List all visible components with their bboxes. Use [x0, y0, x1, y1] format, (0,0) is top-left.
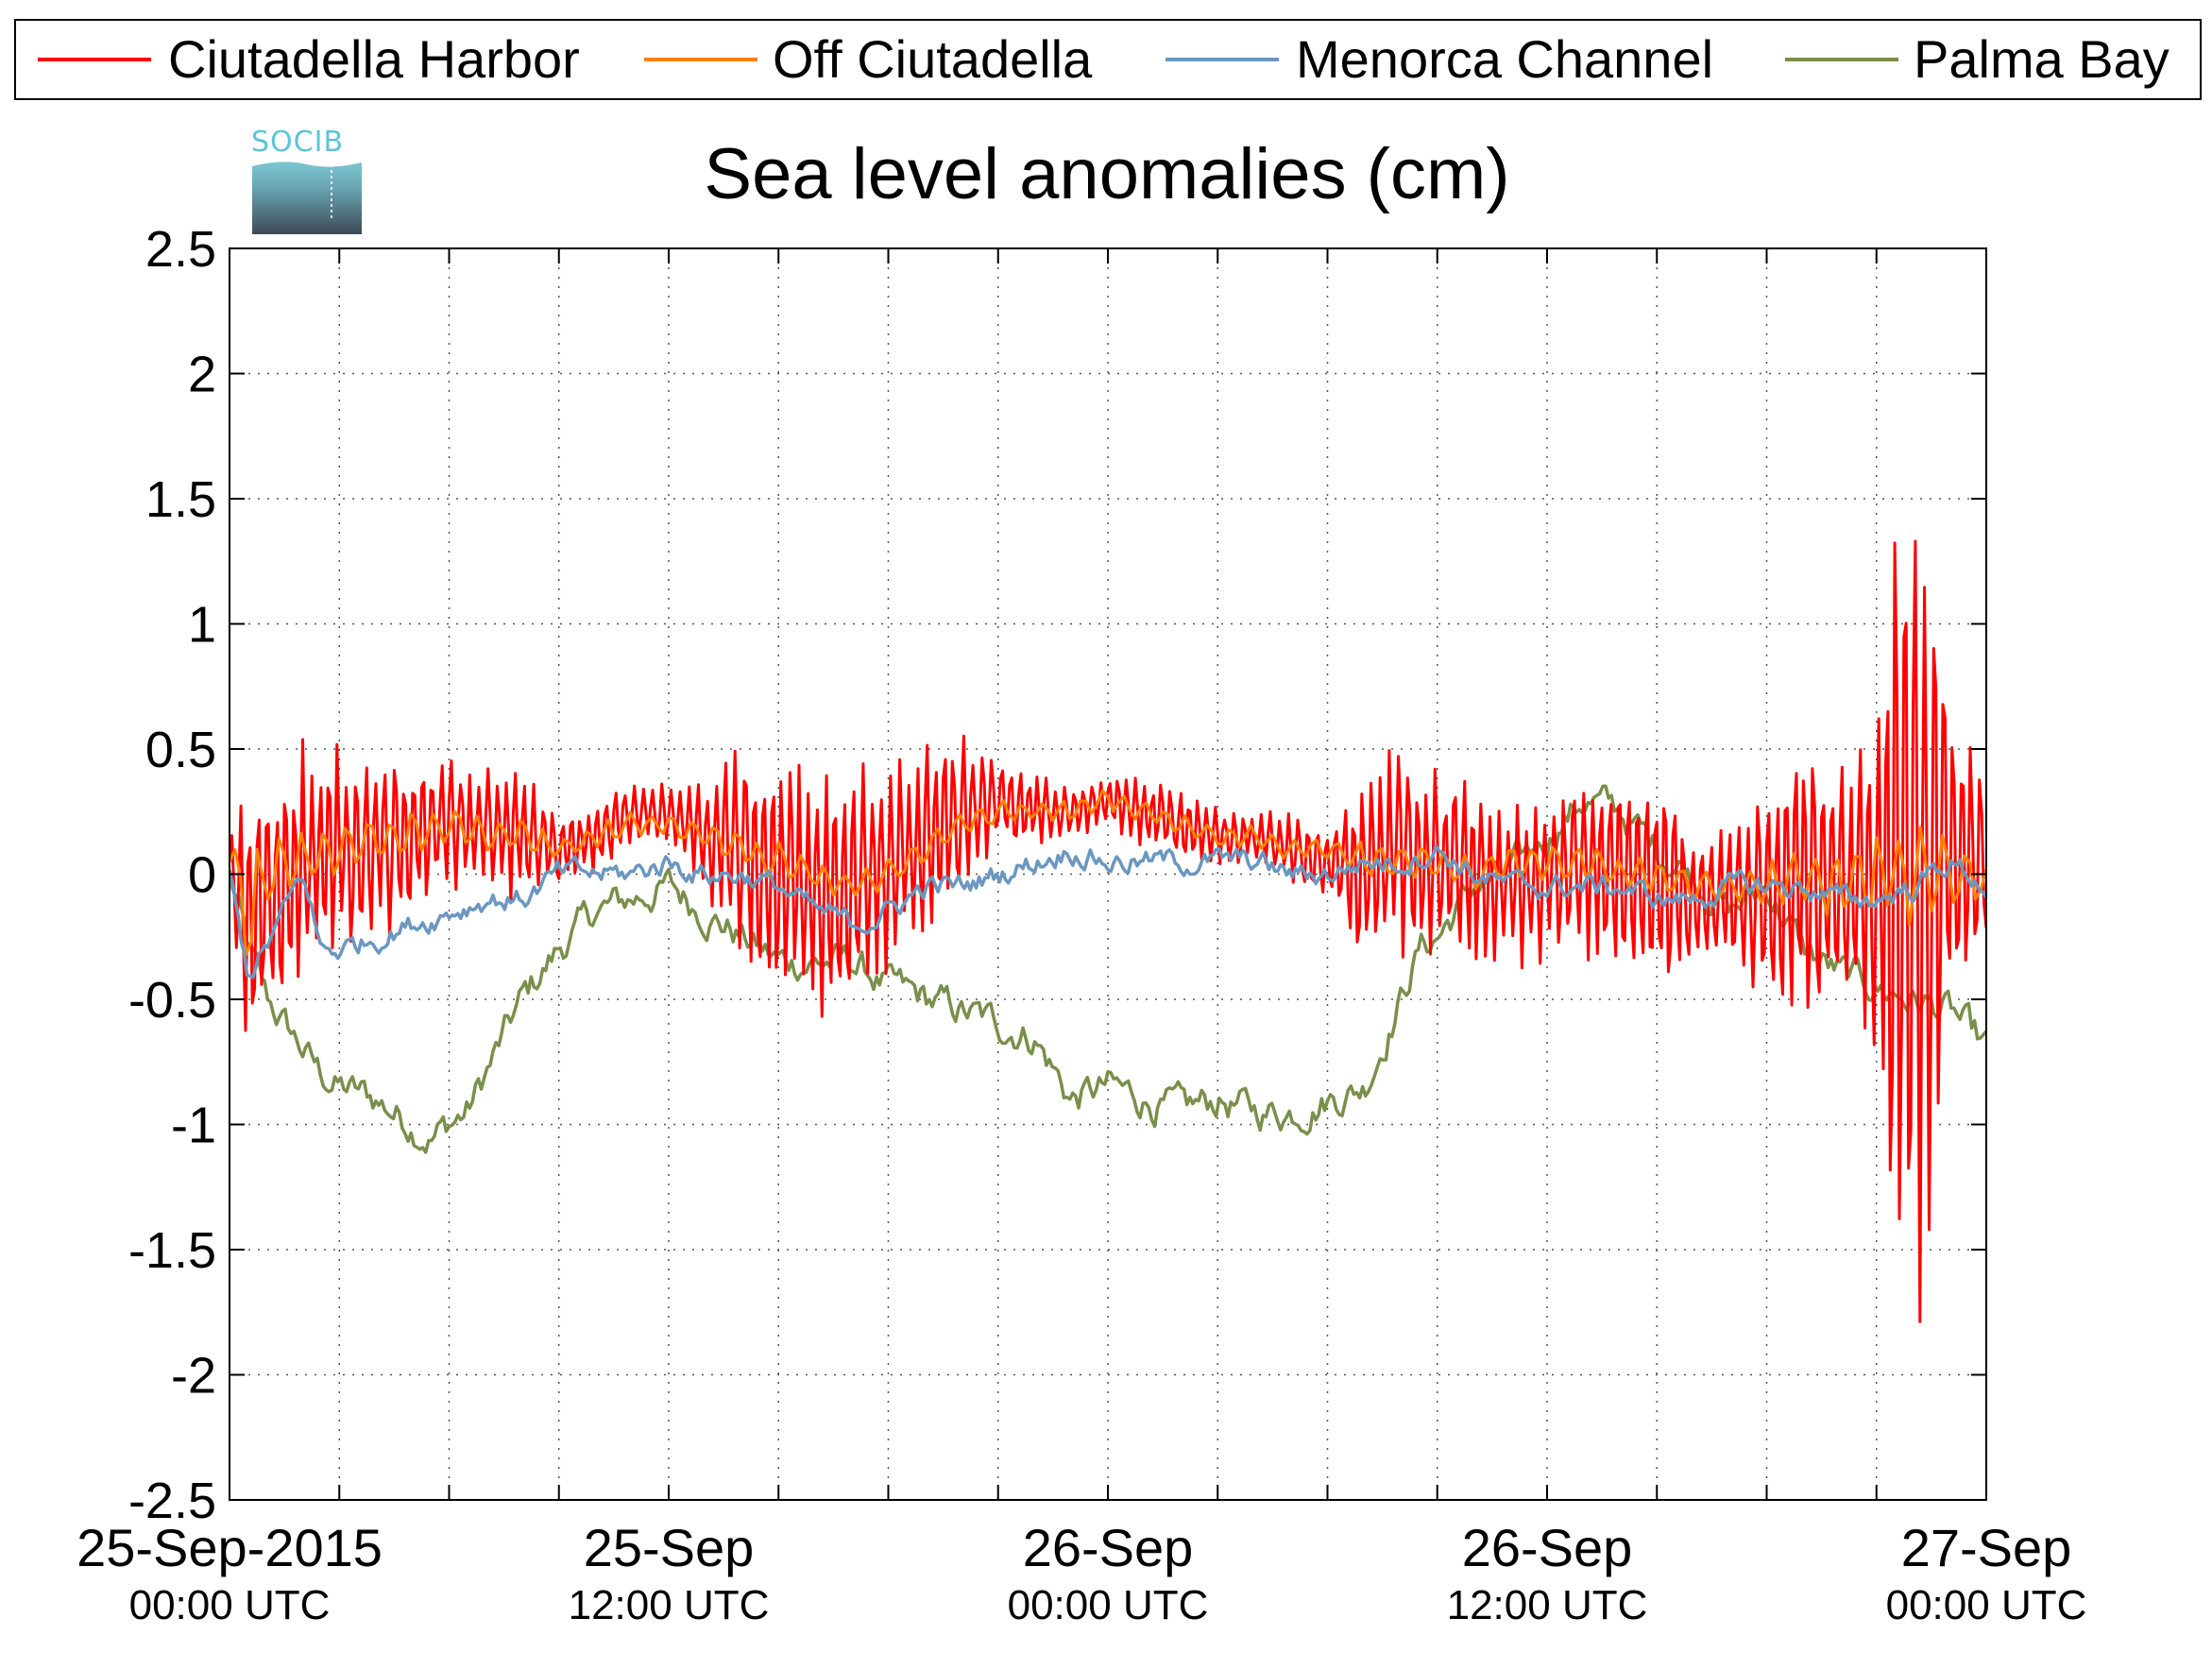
- legend-label-off-ciutadella: Off Ciutadella: [773, 29, 1093, 89]
- y-tick-label: -2.5: [128, 1473, 216, 1529]
- legend-entry-off-ciutadella: Off Ciutadella: [644, 29, 1093, 89]
- y-tick-label: 2: [188, 347, 216, 403]
- x-tick-label-time: 00:00 UTC: [1008, 1582, 1209, 1628]
- socib-logo: SOCIB: [251, 126, 362, 234]
- x-tick-label-date: 26-Sep: [1462, 1518, 1633, 1577]
- legend-label-ciutadella-harbor: Ciutadella Harbor: [168, 29, 580, 89]
- y-tick-label: 1: [188, 597, 216, 654]
- grid-lines: [230, 248, 1986, 1500]
- y-axis-tick-labels: 2.5 2 1.5 1 0.5 0 -0.5 -1 -1.5 -2 -2.5: [128, 221, 216, 1529]
- x-tick-label-time: 12:00 UTC: [1447, 1582, 1648, 1628]
- y-tick-label: 0: [188, 847, 216, 904]
- y-tick-label: 2.5: [145, 221, 216, 278]
- y-tick-label: 1.5: [145, 471, 216, 528]
- x-tick-label-time: 00:00 UTC: [129, 1582, 331, 1628]
- x-tick-label-date: 25-Sep: [584, 1518, 755, 1577]
- y-tick-label: -1: [171, 1098, 216, 1154]
- socib-logo-text: SOCIB: [251, 126, 344, 159]
- series-line-ciutadella-harbor: [230, 539, 1986, 1323]
- legend-entry-ciutadella-harbor: Ciutadella Harbor: [38, 29, 580, 89]
- socib-logo-wave: [252, 162, 362, 234]
- chart-title: Sea level anomalies (cm): [704, 134, 1509, 214]
- x-tick-label-date: 26-Sep: [1023, 1518, 1194, 1577]
- legend: Ciutadella Harbor Off Ciutadella Menorca…: [14, 19, 2202, 100]
- x-tick-label-time: 00:00 UTC: [1886, 1582, 2087, 1628]
- series-line-menorca-channel: [230, 844, 1986, 979]
- legend-entry-menorca-channel: Menorca Channel: [1166, 29, 1713, 89]
- legend-entry-palma-bay: Palma Bay: [1785, 29, 2169, 89]
- y-tick-label: 0.5: [145, 722, 216, 778]
- y-tick-label: -1.5: [128, 1222, 216, 1279]
- y-tick-label: -0.5: [128, 972, 216, 1029]
- series-lines: [230, 539, 1986, 1323]
- y-tick-label: -2: [171, 1348, 216, 1405]
- legend-label-palma-bay: Palma Bay: [1914, 29, 2169, 89]
- x-tick-label-time: 12:00 UTC: [569, 1582, 770, 1628]
- x-tick-label-date: 25-Sep-2015: [77, 1518, 383, 1577]
- x-axis-tick-labels: 25-Sep-2015 00:00 UTC 25-Sep 12:00 UTC 26-Se…: [77, 1518, 2086, 1628]
- x-tick-label-date: 27-Sep: [1901, 1518, 2072, 1577]
- axis-ticks: [229, 247, 1987, 1501]
- legend-label-menorca-channel: Menorca Channel: [1296, 29, 1713, 89]
